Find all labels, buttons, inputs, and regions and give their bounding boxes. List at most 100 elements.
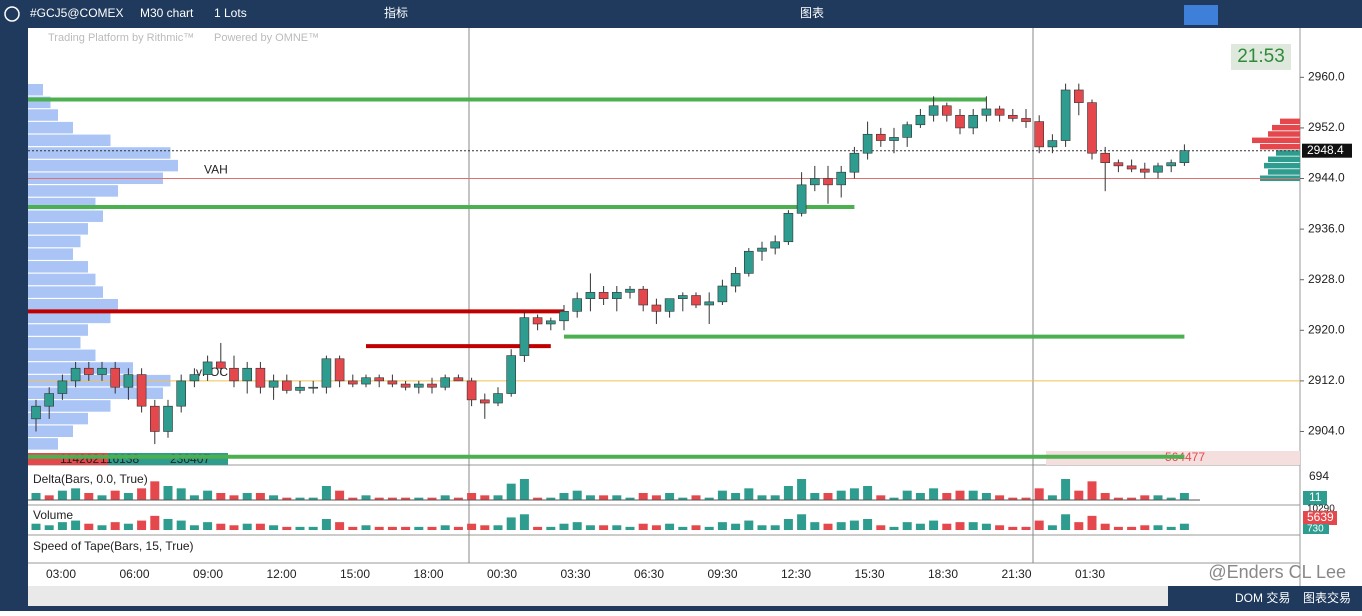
volume-bar [203,522,213,530]
delta-label: Delta(Bars, 0.0, True) [33,472,148,486]
delta-bar [810,493,820,500]
delta-bar [955,490,965,500]
candle-body [1060,89,1071,141]
candle-body [572,298,583,312]
volume-bar [1087,515,1097,530]
y-tick-label: 2928.0 [1308,272,1345,286]
candle-body [968,114,979,129]
delta-bar [585,495,595,500]
delta-bar [295,497,305,500]
x-tick-label: 12:30 [781,567,811,581]
sell-volume: 114262 [60,452,99,466]
volume-teal-box [1303,524,1329,534]
volume-bar [995,525,1005,530]
delta-bar [189,495,199,500]
volume-bar [836,522,846,530]
y-tick-label: 2904.0 [1308,424,1345,438]
x-tick-label: 00:30 [487,567,517,581]
delta-bar [453,497,463,500]
volume-bar [599,525,609,530]
candle-body [229,367,239,382]
delta-bar [1127,497,1137,500]
delta-bar [467,493,477,500]
x-tick-label: 18:30 [928,567,958,581]
candle-body [915,114,926,126]
volume-bar [427,526,437,530]
candle-body [281,380,292,391]
x-tick-label: 12:00 [266,567,296,581]
camera-button[interactable] [1184,5,1218,25]
clock-box [1231,44,1291,70]
delta-bar [968,490,978,500]
volume-bar [57,522,67,530]
volume-bar [678,526,688,530]
profile-bar [28,235,81,248]
right-profile-bar [1264,162,1300,169]
y-tick-label: 2944.0 [1308,171,1345,185]
timeframe[interactable]: M30 chart [140,6,194,20]
volume-bar [1166,526,1176,530]
profile-bar [28,159,178,172]
candle-body [519,317,530,356]
right-profile-bar [1252,137,1300,144]
symbol[interactable]: #GCJ5@COMEX [30,6,124,20]
delta-bar [229,495,239,500]
volume-bar [71,520,81,530]
delta-bar [1140,495,1150,500]
y-tick-label: 2912.0 [1308,373,1345,387]
delta-bar [546,497,556,500]
volume-bar [546,526,556,530]
side-toolbar [0,28,28,611]
volume-bar [1008,526,1018,530]
delta-bar [401,497,411,500]
candle-body [413,383,424,388]
volume-bar [915,523,925,530]
delta-bar [717,490,727,500]
candle-body [44,393,55,407]
candle-body [453,377,464,382]
volume-bar [216,523,226,530]
volume-bar [401,526,411,530]
candle-body [770,241,781,249]
right-profile-bar [1272,124,1300,131]
candle-body [57,380,68,394]
volume-bar [651,525,661,530]
candle-body [479,399,490,404]
candle-body [295,386,305,391]
profile-bar [28,425,73,437]
indicators[interactable]: 指标 [384,5,408,20]
candle-body [150,405,160,432]
delta-bar [1034,488,1044,500]
scrollbar[interactable] [28,586,1168,606]
delta-bar [876,495,886,500]
volume-bar [797,514,807,530]
candle-body [1140,168,1150,173]
candle-body [1021,118,1031,122]
candle-body [611,292,622,299]
volume-bar [744,520,754,530]
candle-body [875,133,886,141]
candle-body [651,304,662,312]
delta-bar [374,497,384,500]
x-tick-label: 09:30 [707,567,737,581]
x-tick-label: 15:00 [340,567,370,581]
volume-bar [638,523,648,530]
volume-bar [1127,526,1137,530]
lots[interactable]: 1 Lots [214,6,247,20]
candle-body [374,377,385,382]
candle-body [981,108,992,116]
candle-body [216,361,226,369]
dom-trade[interactable]: DOM 交易 [1235,590,1290,605]
delta-bar [1061,479,1071,500]
volume-bar [757,525,767,530]
candle-body [334,358,345,382]
candle-body [889,137,899,141]
total-volume: 230407 [170,452,210,466]
candle-body [1074,89,1084,103]
delta-bar [1166,497,1176,500]
delta-bar [242,493,252,500]
candle-body [97,367,107,375]
candle-body [743,250,754,274]
chart-trade[interactable]: 图表交易 [1303,590,1351,605]
volume-bar [1140,525,1150,530]
